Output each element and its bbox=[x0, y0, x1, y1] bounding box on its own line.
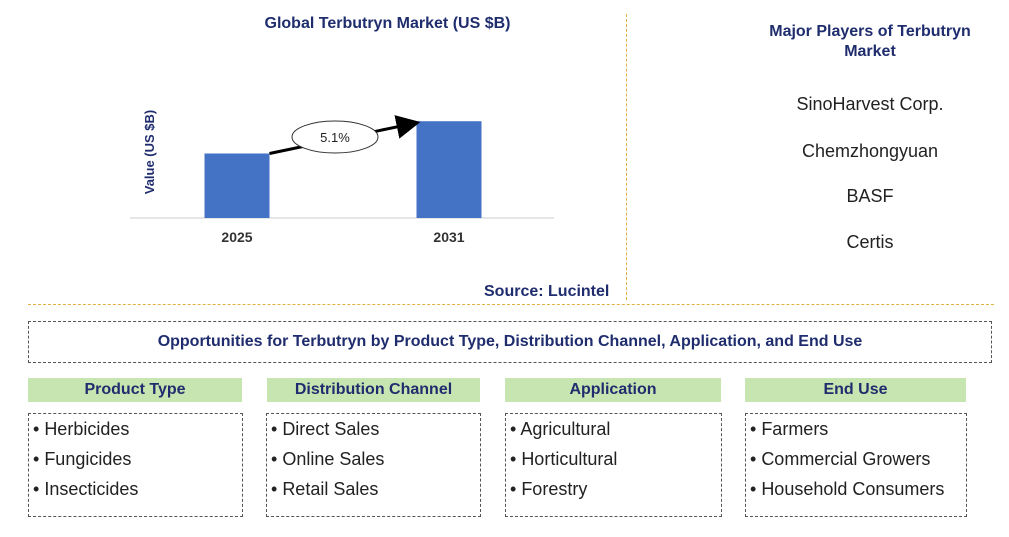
category-header: Application bbox=[505, 378, 721, 402]
list-item: • Household Consumers bbox=[750, 479, 945, 499]
list-item: • Online Sales bbox=[271, 449, 385, 469]
opportunities-banner: Opportunities for Terbutryn by Product T… bbox=[28, 321, 992, 363]
x-tick-label: 2031 bbox=[433, 229, 464, 245]
list-item: • Forestry bbox=[510, 479, 588, 499]
category-name: Application bbox=[569, 381, 657, 398]
list-item: • Agricultural bbox=[510, 419, 611, 439]
chart-title: Global Terbutryn Market (US $B) bbox=[264, 15, 511, 32]
category-list: • Farmers • Commercial Growers • Househo… bbox=[745, 413, 967, 517]
list-item: • Horticultural bbox=[510, 449, 618, 469]
category-name: Product Type bbox=[84, 381, 186, 398]
list-item: • Fungicides bbox=[33, 449, 132, 469]
category-name: End Use bbox=[823, 381, 888, 398]
horizontal-divider bbox=[28, 304, 994, 305]
bar-2031 bbox=[416, 121, 482, 218]
list-item: • Commercial Growers bbox=[750, 449, 931, 469]
player-item: BASF bbox=[846, 186, 894, 206]
player-item: Chemzhongyuan bbox=[801, 141, 939, 161]
list-item: • Retail Sales bbox=[271, 479, 379, 499]
cagr-ellipse bbox=[291, 120, 379, 154]
players-title: Major Players of Terbutryn Market bbox=[769, 23, 971, 60]
list-item: • Direct Sales bbox=[271, 419, 380, 439]
list-item: • Herbicides bbox=[33, 419, 130, 439]
category-list: • Agricultural • Horticultural • Forestr… bbox=[505, 413, 722, 517]
list-item: • Insecticides bbox=[33, 479, 139, 499]
cagr-label: 5.1% bbox=[320, 130, 350, 145]
bar-2025 bbox=[204, 153, 270, 218]
player-item: SinoHarvest Corp. bbox=[796, 94, 944, 114]
x-tick-label: 2025 bbox=[221, 229, 252, 245]
category-name: Distribution Channel bbox=[294, 381, 453, 398]
source-label: Source: Lucintel bbox=[484, 283, 610, 300]
y-axis-label: Value (US $B) bbox=[142, 110, 157, 195]
category-header: Product Type bbox=[28, 378, 242, 402]
bar-chart: Value (US $B) 2025 2031 5.1% bbox=[130, 110, 554, 245]
vertical-divider bbox=[626, 14, 627, 300]
category-header: Distribution Channel bbox=[267, 378, 480, 402]
opportunities-title: Opportunities for Terbutryn by Product T… bbox=[157, 333, 863, 350]
category-header: End Use bbox=[745, 378, 966, 402]
category-list: • Herbicides • Fungicides • Insecticides bbox=[28, 413, 243, 517]
list-item: • Farmers bbox=[750, 419, 829, 439]
player-item: Certis bbox=[846, 232, 894, 252]
category-list: • Direct Sales • Online Sales • Retail S… bbox=[266, 413, 481, 517]
